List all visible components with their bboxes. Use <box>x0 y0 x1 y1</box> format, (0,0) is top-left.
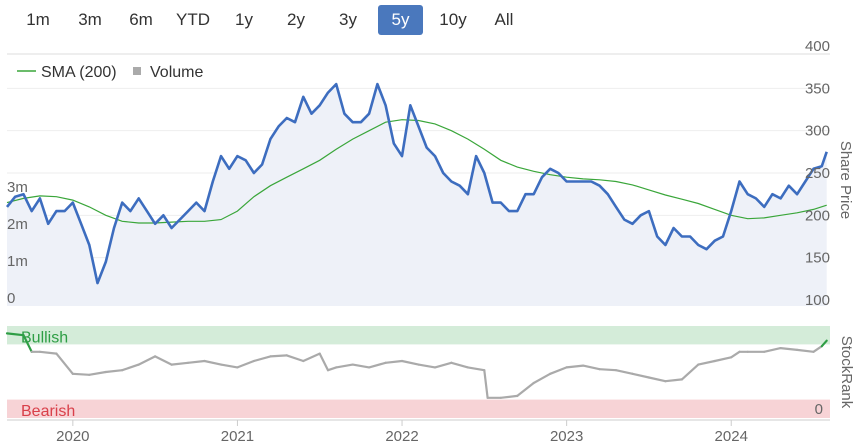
volume-tick-label: 1m <box>7 253 28 270</box>
stockrank-segment <box>466 366 486 372</box>
range-all-button[interactable]: All <box>494 10 514 29</box>
price-tick-label: 150 <box>805 250 830 267</box>
stockrank-segment <box>647 376 667 383</box>
stockrank-panel: Bullish Bearish 0 StockRank <box>5 326 855 420</box>
stockrank-segment <box>269 354 288 358</box>
stockrank-segment <box>516 381 535 397</box>
stockrank-segment <box>614 369 634 375</box>
legend-sma-label[interactable]: SMA (200) <box>41 64 117 81</box>
stockrank-segment <box>450 361 469 369</box>
stockrank-segment <box>483 369 489 399</box>
volume-tick-label: 3m <box>7 179 28 196</box>
price-area <box>7 84 827 306</box>
stockrank-segment <box>88 370 107 376</box>
x-tick-label: 2022 <box>385 428 418 445</box>
price-tick-label: 200 <box>805 207 830 224</box>
volume-tick-label: 2m <box>7 216 28 233</box>
range-1m-button[interactable]: 1m <box>26 10 50 29</box>
stockrank-segment <box>121 363 140 372</box>
price-tick-label: 400 <box>805 38 830 55</box>
price-tick-label: 300 <box>805 123 830 140</box>
price-tick-label: 100 <box>805 292 830 309</box>
bullish-band <box>7 326 830 345</box>
range-ytd-button[interactable]: YTD <box>176 10 210 29</box>
range-selector: 1m 3m 6m YTD 1y 2y 3y 5y 10y All <box>0 0 857 40</box>
stockrank-segment <box>154 355 173 366</box>
x-tick-label: 2023 <box>550 428 583 445</box>
stockrank-segment <box>820 339 828 348</box>
stockrank-line <box>5 332 828 399</box>
stockrank-segment <box>5 332 25 337</box>
stockrank-segment <box>730 350 741 359</box>
stockrank-segment <box>795 348 815 353</box>
stockrank-segment <box>170 361 190 366</box>
x-tick-label: 2020 <box>56 428 89 445</box>
stockrank-segment <box>713 356 733 363</box>
stockrank-segment <box>187 359 206 364</box>
x-tick-label: 2021 <box>221 428 254 445</box>
range-3m-button[interactable]: 3m <box>78 10 102 29</box>
legend-volume-swatch <box>133 67 141 75</box>
price-tick-label: 350 <box>805 80 830 97</box>
stockrank-segment <box>219 363 239 369</box>
range-1y-button[interactable]: 1y <box>235 10 253 29</box>
stockrank-segment <box>236 359 255 369</box>
bullish-label: Bullish <box>21 329 68 346</box>
bearish-band <box>7 399 830 418</box>
price-line <box>5 82 828 285</box>
stockrank-tick-0: 0 <box>815 401 823 418</box>
stockrank-segment <box>697 359 716 366</box>
stockrank-segment <box>417 363 437 369</box>
stockrank-segment <box>680 363 700 381</box>
stockrank-segment <box>38 350 58 355</box>
sma-200-line <box>6 119 827 224</box>
stockrank-segment <box>104 369 124 374</box>
stockrank-segment <box>318 352 330 372</box>
stockrank-segment <box>532 372 552 385</box>
stockrank-segment <box>549 366 568 375</box>
stockrank-segment <box>351 363 371 369</box>
x-tick-label: 2024 <box>715 428 748 445</box>
stockrank-segment <box>763 347 782 353</box>
stockrank-segment <box>335 363 354 369</box>
stockrank-segment <box>664 378 684 383</box>
stockrank-segment <box>285 354 305 363</box>
range-10y-button[interactable]: 10y <box>439 10 467 29</box>
stockrank-segment <box>326 366 338 372</box>
stockrank-segment <box>499 394 519 399</box>
stockrank-segment <box>400 359 420 366</box>
stockrank-segment <box>384 359 404 364</box>
range-2y-button[interactable]: 2y <box>287 10 305 29</box>
volume-tick-label: 0 <box>7 290 15 307</box>
stockrank-segment <box>22 334 33 353</box>
range-5y-button[interactable]: 5y <box>378 5 423 35</box>
legend: SMA (200) Volume <box>17 64 203 81</box>
stockrank-segment <box>598 368 618 372</box>
stockrank-segment <box>71 372 91 376</box>
bearish-label: Bearish <box>21 403 75 420</box>
stockrank-segment <box>779 347 799 351</box>
stockrank-segment <box>812 345 823 353</box>
stockrank-segment <box>581 364 601 371</box>
stockrank-segment <box>137 355 157 366</box>
stockrank-segment <box>433 361 453 369</box>
stockrank-segment <box>55 352 74 375</box>
stockrank-segment <box>631 372 651 379</box>
stockrank-segment <box>203 359 223 366</box>
price-axis: 400 350 300 250 200 150 100 <box>805 38 830 309</box>
stockrank-segment <box>252 355 272 363</box>
stockrank-segment <box>565 364 585 369</box>
volume-axis: 3m 2m 1m 0 <box>7 179 28 307</box>
range-6m-button[interactable]: 6m <box>129 10 153 29</box>
price-tick-label: 250 <box>805 165 830 182</box>
x-axis: 2020 2021 2022 2023 2024 <box>7 419 830 445</box>
stockrank-axis-title: StockRank <box>838 336 855 409</box>
stockrank-segment <box>368 361 387 369</box>
stockrank-segment <box>302 352 321 363</box>
legend-volume-label[interactable]: Volume <box>150 64 203 81</box>
price-axis-title: Share Price <box>837 141 854 219</box>
range-3y-button[interactable]: 3y <box>339 10 357 29</box>
